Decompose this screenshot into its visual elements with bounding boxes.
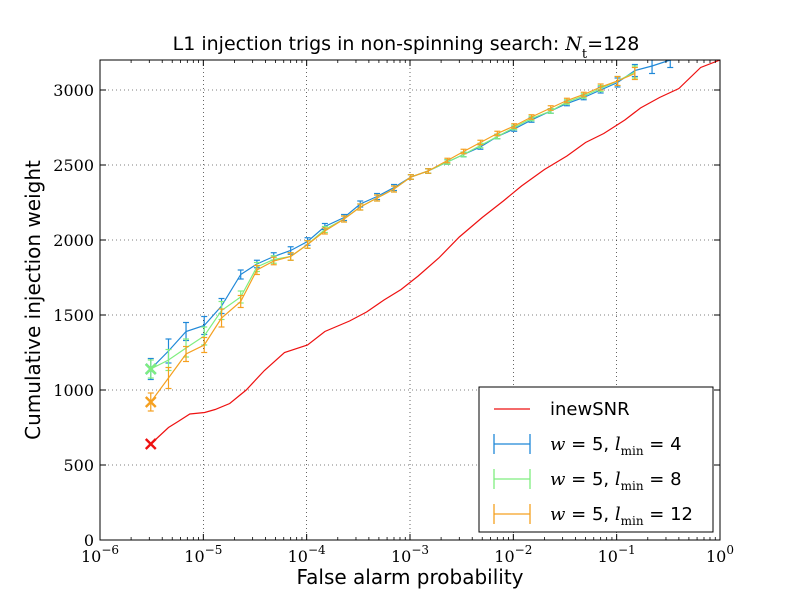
legend-var-w: w bbox=[550, 434, 566, 455]
x-marker bbox=[144, 363, 157, 375]
y-tick-label: 0 bbox=[84, 531, 94, 550]
x-tick-base: 10 bbox=[288, 547, 308, 566]
legend-item: w = 5, lmin = 8 bbox=[493, 469, 682, 493]
legend-var-sub: min bbox=[621, 479, 644, 493]
x-tick-base: 10 bbox=[81, 547, 101, 566]
series-line bbox=[150, 71, 636, 370]
legend-var-l: l bbox=[615, 504, 621, 525]
x-tick-label: 100 bbox=[706, 543, 734, 566]
y-axis-label: Cumulative injection weight bbox=[21, 160, 45, 440]
x-tick-label: 10−4 bbox=[288, 543, 326, 566]
legend-box bbox=[478, 386, 714, 533]
chart-title-var-sub: t bbox=[582, 47, 588, 62]
legend-var-w: w bbox=[550, 504, 566, 525]
x-tick-base: 10 bbox=[706, 547, 726, 566]
x-tick-exponent: −1 bbox=[618, 543, 636, 557]
legend-var-sub: min bbox=[621, 514, 644, 528]
chart-title-var: N bbox=[564, 33, 583, 55]
series-line bbox=[150, 72, 636, 403]
legend-var-w: w bbox=[550, 469, 566, 490]
legend-item: w = 5, lmin = 12 bbox=[493, 504, 693, 528]
series-line bbox=[150, 60, 671, 370]
y-tick-label: 2000 bbox=[53, 231, 94, 250]
legend-label: w = 5, lmin = 12 bbox=[550, 504, 693, 528]
x-tick-exponent: −6 bbox=[101, 543, 119, 557]
legend-label: w = 5, lmin = 8 bbox=[550, 469, 682, 493]
x-axis-label: False alarm probability bbox=[296, 565, 523, 589]
legend-eq: = 12 bbox=[644, 504, 693, 525]
x-tick-exponent: −2 bbox=[515, 543, 533, 557]
x-tick-label: 10−1 bbox=[598, 543, 636, 566]
y-tick-label: 3000 bbox=[53, 81, 94, 100]
x-tick-label: 10−2 bbox=[494, 543, 532, 566]
legend-eq: = 4 bbox=[644, 434, 682, 455]
x-marker bbox=[144, 438, 157, 450]
legend-eq: = 5, bbox=[565, 434, 614, 455]
chart-title-prefix: L1 injection trigs in non-spinning searc… bbox=[173, 33, 566, 55]
x-tick-base: 10 bbox=[598, 547, 618, 566]
series-line bbox=[150, 60, 720, 445]
x-tick-label: 10−6 bbox=[81, 543, 119, 566]
x-tick-base: 10 bbox=[184, 547, 204, 566]
x-tick-exponent: −3 bbox=[411, 543, 429, 557]
y-tick-label: 2500 bbox=[53, 156, 94, 175]
legend-name: inewSNR bbox=[550, 399, 630, 420]
series-3 bbox=[144, 66, 638, 412]
x-tick-exponent: −4 bbox=[308, 543, 326, 557]
chart-title: L1 injection trigs in non-spinning searc… bbox=[173, 33, 640, 62]
legend-eq: = 8 bbox=[644, 469, 682, 490]
legend-label: inewSNR bbox=[550, 399, 630, 420]
y-tick-label: 500 bbox=[63, 456, 94, 475]
series-layer bbox=[144, 60, 720, 450]
legend-var-l: l bbox=[615, 469, 621, 490]
y-tick-label: 1500 bbox=[53, 306, 94, 325]
legend-item: w = 5, lmin = 4 bbox=[493, 434, 682, 458]
legend-label: w = 5, lmin = 4 bbox=[550, 434, 682, 458]
series-0 bbox=[144, 60, 720, 450]
x-tick-base: 10 bbox=[494, 547, 514, 566]
x-tick-label: 10−5 bbox=[184, 543, 222, 566]
x-tick-exponent: −5 bbox=[205, 543, 223, 557]
chart-title-suffix: =128 bbox=[587, 33, 639, 55]
x-marker bbox=[144, 396, 157, 408]
x-tick-base: 10 bbox=[391, 547, 411, 566]
legend-var-l: l bbox=[615, 434, 621, 455]
legend-eq: = 5, bbox=[565, 469, 614, 490]
legend-eq: = 5, bbox=[565, 504, 614, 525]
x-tick-label: 10−3 bbox=[391, 543, 429, 566]
series-2 bbox=[144, 65, 638, 379]
legend-item: inewSNR bbox=[494, 399, 630, 420]
axis-ticks: 10−6 10−5 10−4 10−3 10−2 10−1 1000500100015002… bbox=[53, 60, 734, 566]
x-tick-exponent: 0 bbox=[726, 543, 734, 557]
legend-var-sub: min bbox=[621, 444, 644, 458]
series-1 bbox=[144, 60, 674, 381]
y-tick-label: 1000 bbox=[53, 381, 94, 400]
